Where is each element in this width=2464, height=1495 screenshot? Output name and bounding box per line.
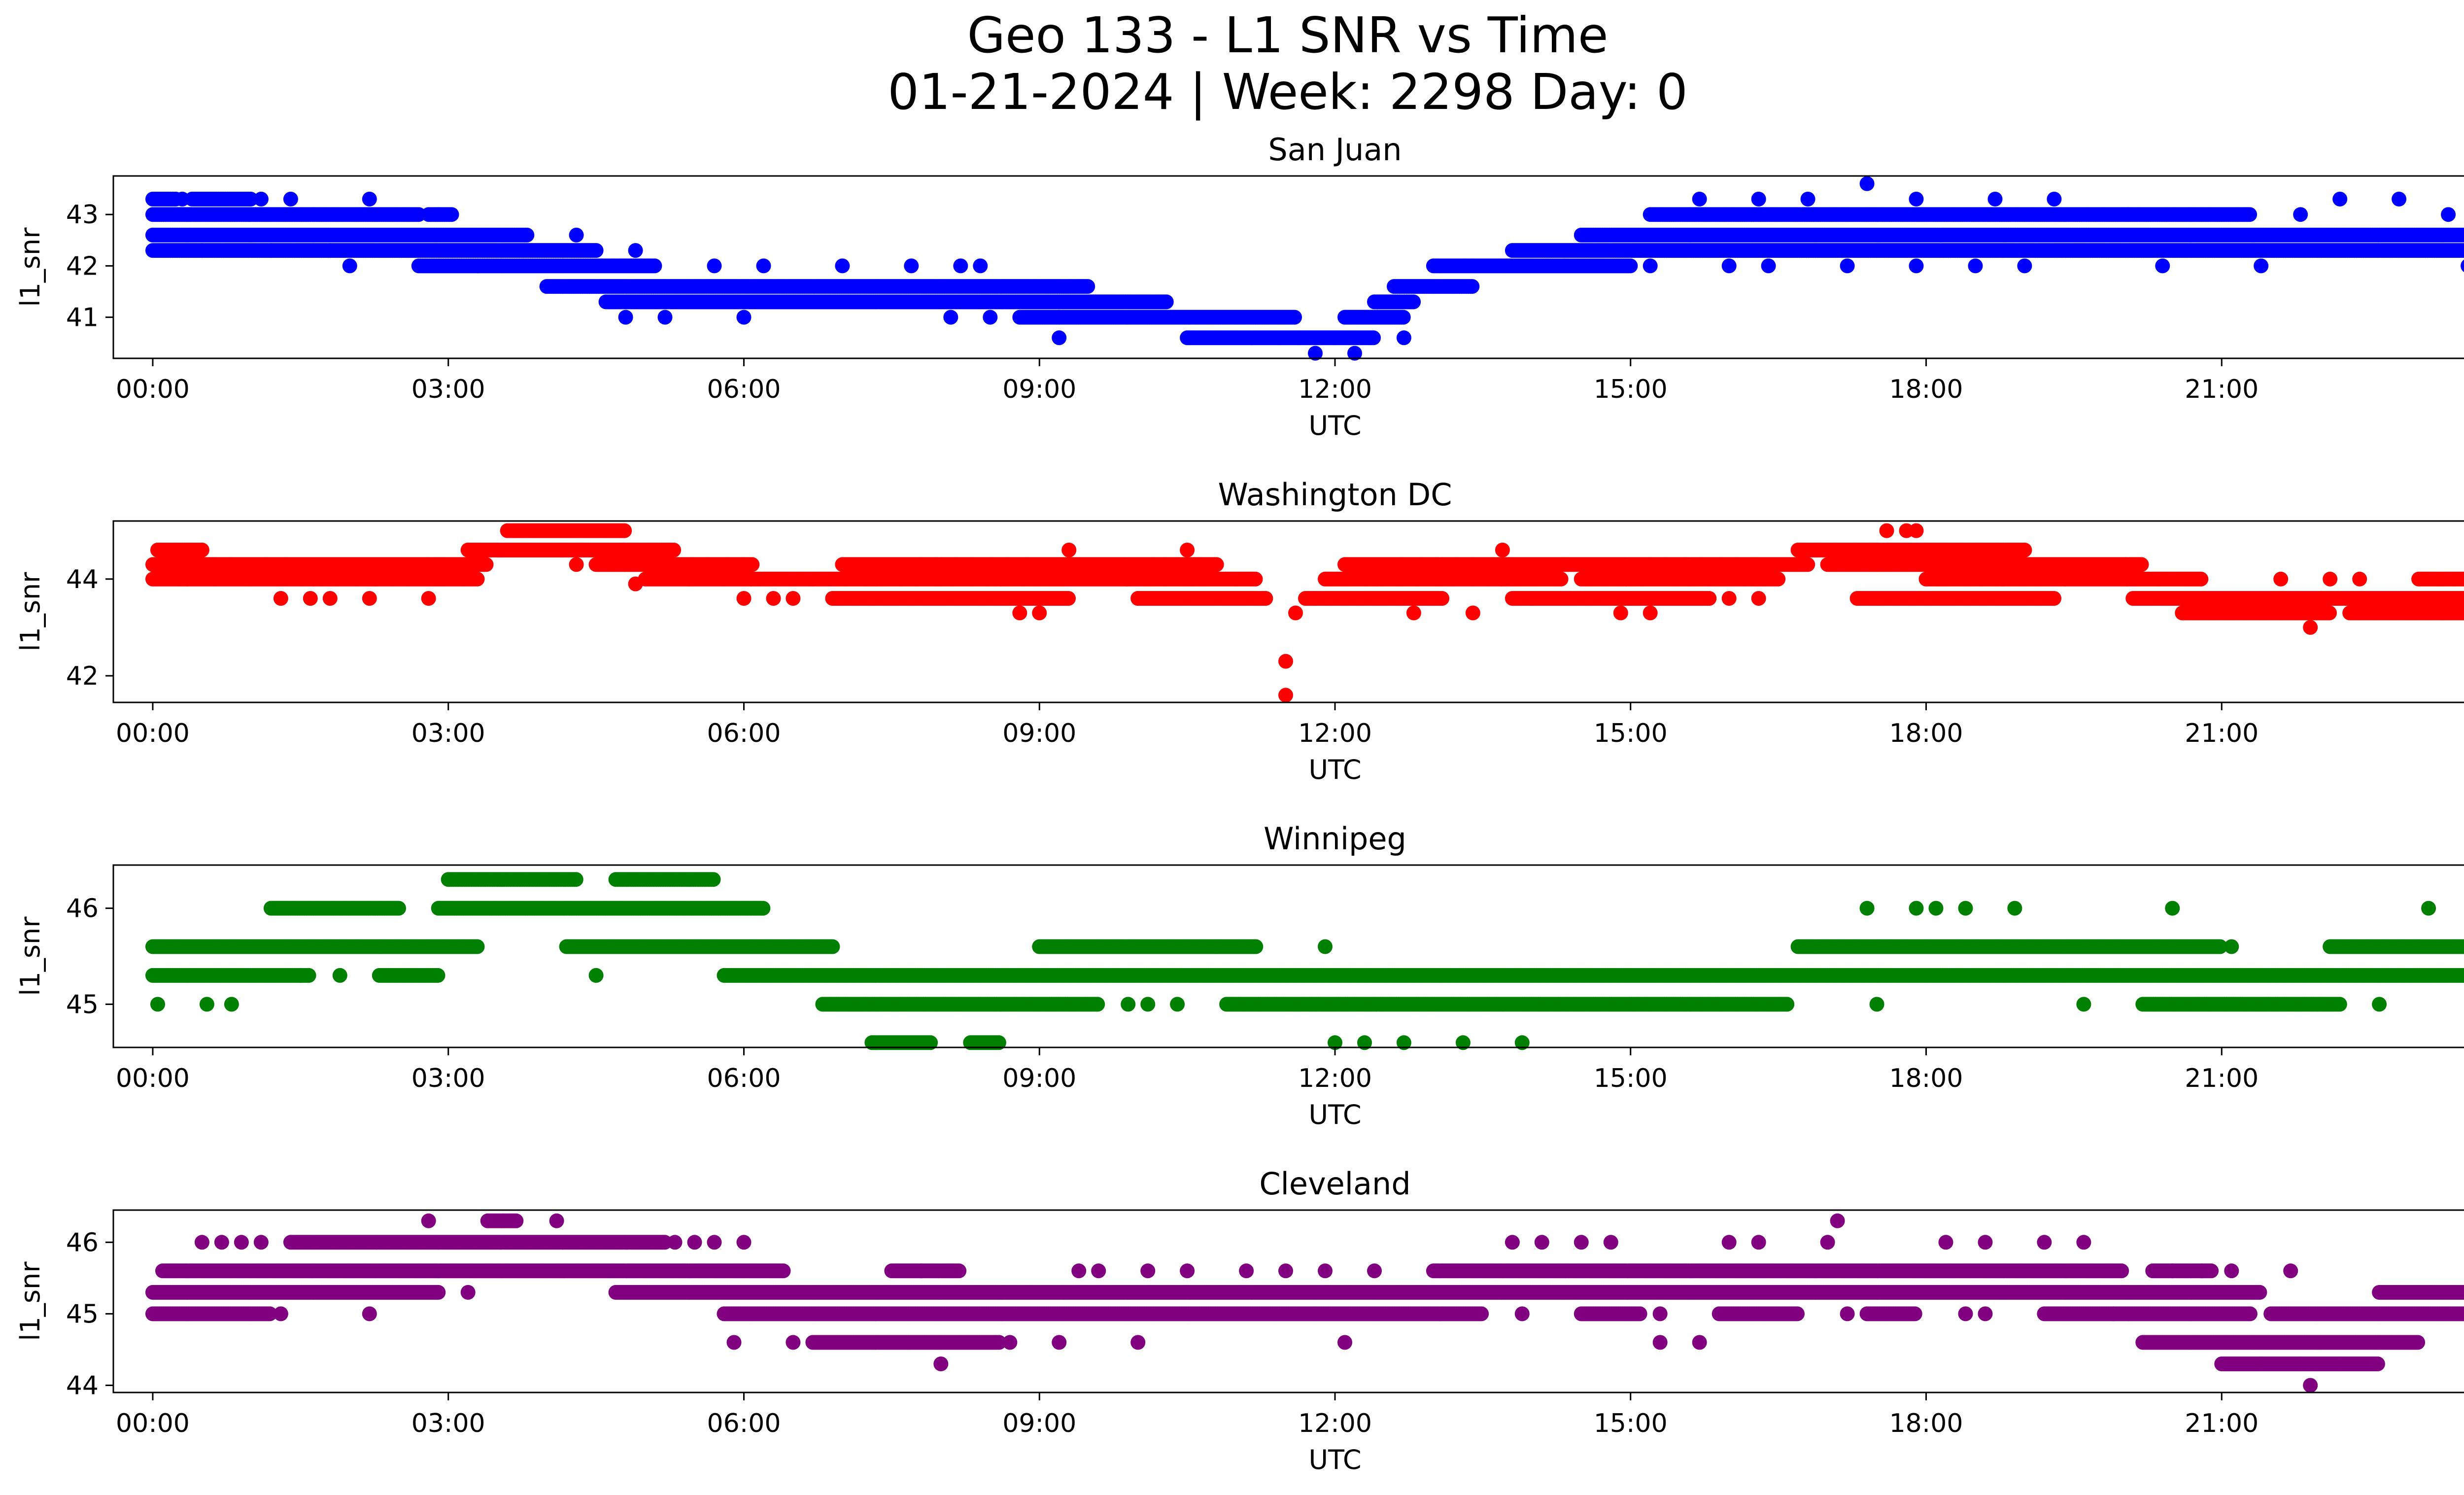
x-tick-label: 00:00 — [116, 375, 190, 404]
data-point — [1209, 557, 1224, 572]
data-point — [1721, 258, 1737, 274]
subplot-title: San Juan — [1268, 132, 1402, 168]
data-point — [666, 542, 682, 557]
data-point — [2242, 207, 2258, 222]
data-point — [362, 191, 377, 207]
data-point — [1909, 258, 1924, 274]
x-tick-label: 06:00 — [707, 375, 781, 404]
data-point — [1159, 294, 1174, 310]
data-point — [2254, 258, 2269, 274]
data-point — [2293, 207, 2308, 222]
data-point — [1800, 191, 1815, 207]
data-point — [1052, 310, 1067, 325]
x-tick-label: 03:00 — [411, 375, 485, 404]
data-point — [2155, 258, 2170, 274]
data-point — [973, 258, 988, 274]
x-tick-label: 09:00 — [1002, 375, 1076, 404]
data-point — [470, 258, 485, 274]
data-point — [2017, 258, 2032, 274]
data-point — [2392, 191, 2407, 207]
data-point — [342, 258, 357, 274]
data-point — [2441, 207, 2456, 222]
data-point — [745, 557, 760, 572]
data-point — [904, 258, 919, 274]
data-point — [519, 227, 535, 243]
data-point — [2134, 557, 2149, 572]
x-tick-label: 12:00 — [1298, 375, 1372, 404]
data-point — [1643, 258, 1658, 274]
x-tick-label: 21:00 — [2185, 375, 2259, 404]
data-point — [569, 227, 584, 243]
data-point — [1052, 330, 1067, 346]
data-point — [194, 542, 209, 557]
figure-title-line2: 01-21-2024 | Week: 2298 Day: 0 — [888, 63, 1688, 121]
data-point — [174, 191, 190, 207]
data-point — [470, 571, 485, 587]
data-point — [194, 243, 209, 258]
y-tick-label: 42 — [66, 251, 99, 281]
data-point — [1968, 258, 1983, 274]
data-point — [628, 243, 643, 258]
data-point — [1840, 258, 1855, 274]
data-point — [617, 523, 632, 538]
data-point — [588, 243, 604, 258]
y-tick-label: 43 — [66, 200, 99, 230]
y-tick-label: 41 — [66, 303, 99, 333]
data-point — [1800, 557, 1815, 572]
data-point — [243, 191, 258, 207]
data-point — [1396, 330, 1411, 346]
data-point — [647, 258, 662, 274]
x-axis-label: UTC — [1308, 410, 1361, 441]
data-point — [2047, 191, 2062, 207]
data-point — [2461, 259, 2464, 273]
data-point — [1287, 310, 1302, 325]
data-point — [263, 243, 278, 258]
data-point — [1080, 279, 1095, 294]
data-point — [1909, 191, 1924, 207]
data-point — [479, 557, 494, 572]
data-series — [145, 523, 2464, 703]
data-point — [707, 258, 722, 274]
data-point — [1406, 294, 1421, 310]
data-point — [1987, 191, 2003, 207]
data-point — [983, 310, 998, 325]
data-point — [1751, 191, 1766, 207]
figure-title-line1: Geo 133 - L1 SNR vs Time — [967, 6, 1608, 64]
data-point — [1623, 258, 1638, 274]
data-point — [2332, 191, 2348, 207]
data-series — [145, 176, 2464, 361]
data-point — [1761, 258, 1776, 274]
data-point — [657, 310, 673, 325]
data-point — [253, 191, 269, 207]
data-point — [1465, 279, 1480, 294]
data-point — [1396, 310, 1411, 325]
data-point — [736, 310, 752, 325]
x-tick-label: 18:00 — [1889, 375, 1963, 404]
data-point — [943, 310, 958, 325]
data-point — [322, 243, 338, 258]
data-point — [835, 258, 850, 274]
data-point — [444, 207, 459, 222]
data-point — [1859, 176, 1875, 191]
y-axis-label: l1_snr — [15, 227, 46, 307]
data-point — [1692, 191, 1707, 207]
data-point — [618, 310, 633, 325]
data-point — [953, 258, 968, 274]
subplot-san-juan: San Juan 00:00 03:00 06:00 09:00 12:00 15:00 18… — [15, 132, 2464, 441]
x-tick-label: 15:00 — [1594, 375, 1668, 404]
data-point — [1366, 330, 1381, 346]
data-point — [756, 258, 771, 274]
data-point — [283, 191, 298, 207]
